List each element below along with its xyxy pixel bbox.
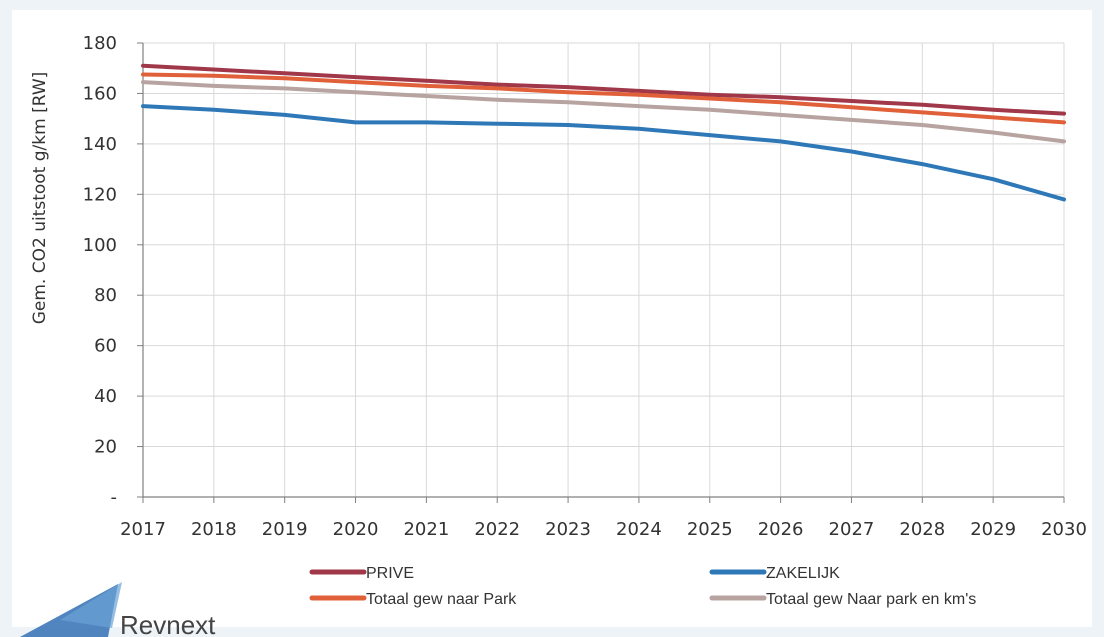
brand-logo: Revnext xyxy=(20,582,216,637)
y-tick-label: 120 xyxy=(83,184,117,205)
y-tick-label: 140 xyxy=(83,134,117,155)
y-tick-label: - xyxy=(111,487,118,508)
y-axis-label: Gem. CO2 uitstoot g/km [RW] xyxy=(30,72,50,325)
x-tick-label: 2021 xyxy=(403,519,449,540)
y-tick-labels: - 20 40 60 80 100 120 140 160 180 xyxy=(83,33,117,508)
x-tick-label: 2028 xyxy=(899,519,945,540)
x-tick-label: 2025 xyxy=(687,519,733,540)
series-lines xyxy=(141,63,1066,202)
x-tick-label: 2022 xyxy=(474,519,520,540)
x-tick-label: 2027 xyxy=(829,519,875,540)
y-tick-label: 40 xyxy=(94,386,117,407)
legend: PRIVE Totaal gew naar Park Totaal gew Naar… xyxy=(309,565,976,608)
brand-name: Revnext xyxy=(120,610,216,637)
y-tick-label: 60 xyxy=(94,336,117,357)
legend-label-totaal-gew-naar-park: Totaal gew naar Park xyxy=(366,591,517,608)
legend-label-zakelijk: ZAKELIJK xyxy=(766,565,840,582)
y-tick-label: 80 xyxy=(94,285,117,306)
y-tick-label: 160 xyxy=(83,83,117,104)
x-tick-label: 2019 xyxy=(262,519,308,540)
axes xyxy=(137,42,1065,503)
x-tick-label: 2030 xyxy=(1041,519,1087,540)
x-tick-label: 2026 xyxy=(758,519,804,540)
x-tick-label: 2018 xyxy=(191,519,237,540)
series-line-totaal-gew-naar-park xyxy=(141,72,1066,125)
x-tick-label: 2020 xyxy=(333,519,379,540)
x-tick-label: 2024 xyxy=(616,519,662,540)
series-line-totaal-gew-naar-park-en-km-s xyxy=(141,80,1066,144)
series-line-prive xyxy=(141,63,1066,116)
y-tick-label: 180 xyxy=(83,33,117,54)
y-tick-label: 100 xyxy=(83,235,117,256)
x-tick-label: 2017 xyxy=(120,519,166,540)
x-tick-label: 2023 xyxy=(545,519,591,540)
legend-label-totaal-gew-naar-park-en-km-s: Totaal gew Naar park en km's xyxy=(766,591,976,608)
series-line-zakelijk xyxy=(141,104,1066,202)
legend-label-prive: PRIVE xyxy=(366,565,414,582)
x-tick-labels: 2017 2018 2019 2020 2021 2022 2023 2024 2025 2026… xyxy=(120,519,1087,540)
y-tick-label: 20 xyxy=(94,437,117,458)
x-tick-label: 2029 xyxy=(970,519,1016,540)
